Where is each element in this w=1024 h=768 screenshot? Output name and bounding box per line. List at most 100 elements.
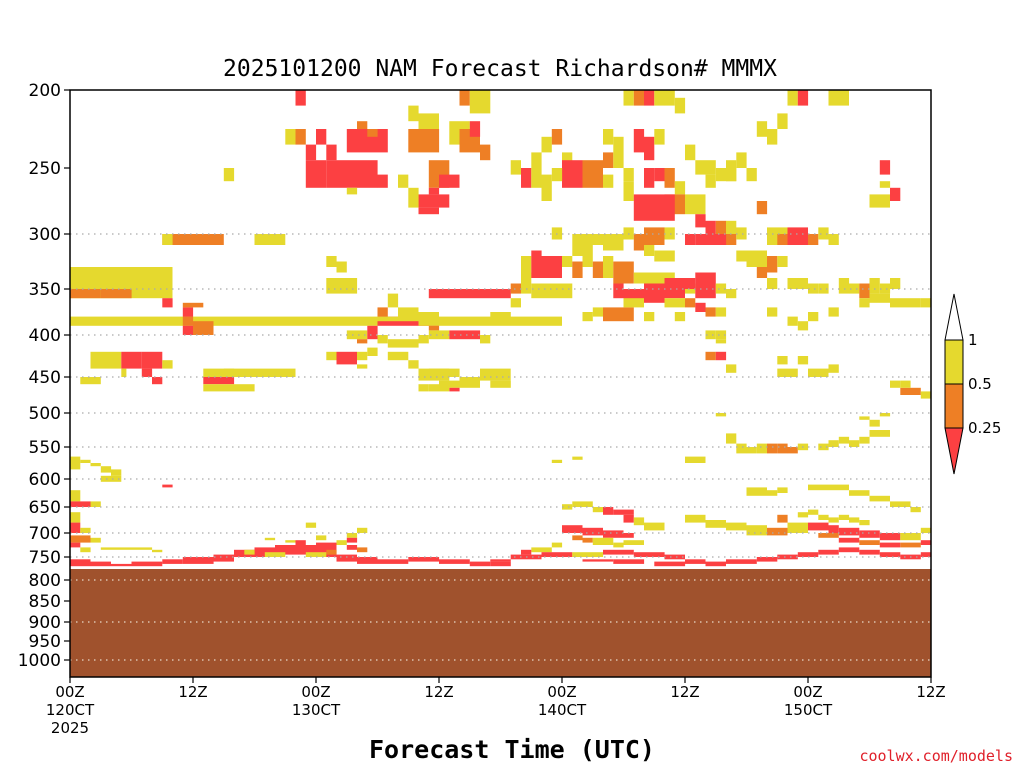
heatmap-cell <box>418 113 439 129</box>
heatmap-cell <box>336 540 347 545</box>
heatmap-cell <box>459 377 480 388</box>
heatmap-cell <box>746 168 757 182</box>
heatmap-cell <box>326 144 337 161</box>
heatmap-cell <box>859 436 870 444</box>
y-tick-label: 650 <box>29 498 61 518</box>
heatmap-cell <box>644 227 665 245</box>
heatmap-cell <box>418 194 450 208</box>
heatmap-cell <box>685 194 706 215</box>
heatmap-cell <box>603 152 614 168</box>
heatmap-cell <box>572 535 583 541</box>
heatmap-cell <box>70 456 81 470</box>
x-axis-label: Forecast Time (UTC) <box>369 735 655 764</box>
heatmap-cell <box>510 160 521 175</box>
heatmap-cell <box>582 256 593 267</box>
heatmap-cell <box>746 250 767 267</box>
heatmap-cell <box>346 187 358 195</box>
heatmap-cell <box>705 351 716 361</box>
heatmap-cell <box>572 234 583 245</box>
heatmap-cell <box>767 256 778 273</box>
heatmap-cell <box>459 90 470 106</box>
heatmap-cell <box>469 561 491 567</box>
heatmap-cell <box>510 283 521 294</box>
heatmap-cell <box>418 335 429 344</box>
heatmap-cell <box>797 552 819 557</box>
heatmap-cell <box>879 181 891 188</box>
x-tick-label: 140CT <box>538 701 587 719</box>
x-tick-label: 2025 <box>51 719 89 737</box>
heatmap-cell <box>562 160 583 188</box>
heatmap-cell <box>777 234 788 245</box>
heatmap-cell <box>623 298 644 308</box>
heatmap-cell <box>182 316 194 326</box>
heatmap-cell <box>316 535 327 541</box>
heatmap-cell <box>787 522 808 533</box>
heatmap-cell <box>346 545 358 550</box>
heatmap-cell <box>777 368 798 377</box>
heatmap-cell <box>900 380 911 388</box>
heatmap-cell <box>572 261 583 278</box>
x-tick-label: 12Z <box>670 683 699 701</box>
heatmap-cell <box>541 174 552 201</box>
heatmap-cell <box>726 522 747 531</box>
heatmap-cell <box>316 542 337 550</box>
heatmap-cell <box>439 174 460 188</box>
heatmap-cell <box>685 559 706 564</box>
heatmap-cell <box>746 525 767 536</box>
heatmap-cell <box>623 168 634 182</box>
heatmap-cell <box>162 298 173 308</box>
heatmap-cell <box>418 312 439 326</box>
heatmap-cell <box>80 459 91 463</box>
heatmap-cell <box>551 168 563 182</box>
heatmap-cell <box>818 283 829 294</box>
heatmap-cell <box>203 377 235 385</box>
heatmap-cell <box>428 325 440 331</box>
heatmap-cell <box>592 537 614 545</box>
heatmap-cell <box>562 504 573 510</box>
heatmap-cell <box>326 160 378 188</box>
heatmap-cell <box>859 416 870 420</box>
x-tick-label: 00Z <box>301 683 330 701</box>
heatmap-cell <box>80 377 101 385</box>
heatmap-cell <box>654 561 686 567</box>
heatmap-cell <box>428 330 450 340</box>
heatmap-cell <box>777 443 788 454</box>
heatmap-cell <box>633 552 665 557</box>
heatmap-cell <box>879 413 891 417</box>
heatmap-cell <box>357 547 368 553</box>
heatmap-cell <box>685 298 696 308</box>
heatmap-cell <box>428 384 450 392</box>
heatmap-cell <box>695 234 727 245</box>
heatmap-cell <box>70 490 81 502</box>
heatmap-cell <box>100 475 122 482</box>
y-tick-label: 300 <box>29 225 61 245</box>
heatmap-cell <box>428 187 440 195</box>
heatmap-cell <box>838 514 850 520</box>
heatmap-cell <box>808 283 819 294</box>
heatmap-cell <box>162 484 173 488</box>
heatmap-cell <box>510 298 521 308</box>
heatmap-cell <box>808 234 819 245</box>
heatmap-cell <box>70 289 101 299</box>
heatmap-cell <box>90 537 101 543</box>
heatmap-cell <box>633 234 645 251</box>
heatmap-cell <box>603 307 634 322</box>
heatmap-cell <box>767 129 778 145</box>
heatmap-cell <box>582 160 603 188</box>
heatmap-cell <box>920 552 932 557</box>
heatmap-cell <box>695 272 716 299</box>
heatmap-cell <box>203 368 235 377</box>
heatmap-cell <box>633 517 645 526</box>
heatmap-cell <box>449 330 481 340</box>
heatmap-cell <box>480 368 511 381</box>
ground-fill <box>70 569 931 677</box>
heatmap-cell <box>705 330 716 340</box>
heatmap-cell <box>736 250 747 262</box>
heatmap-cell <box>254 234 286 245</box>
heatmap-cell <box>469 90 491 114</box>
heatmap-cell <box>910 507 921 513</box>
heatmap-cell <box>305 160 327 188</box>
heatmap-cell <box>449 387 460 392</box>
richardson-cells <box>70 90 932 567</box>
